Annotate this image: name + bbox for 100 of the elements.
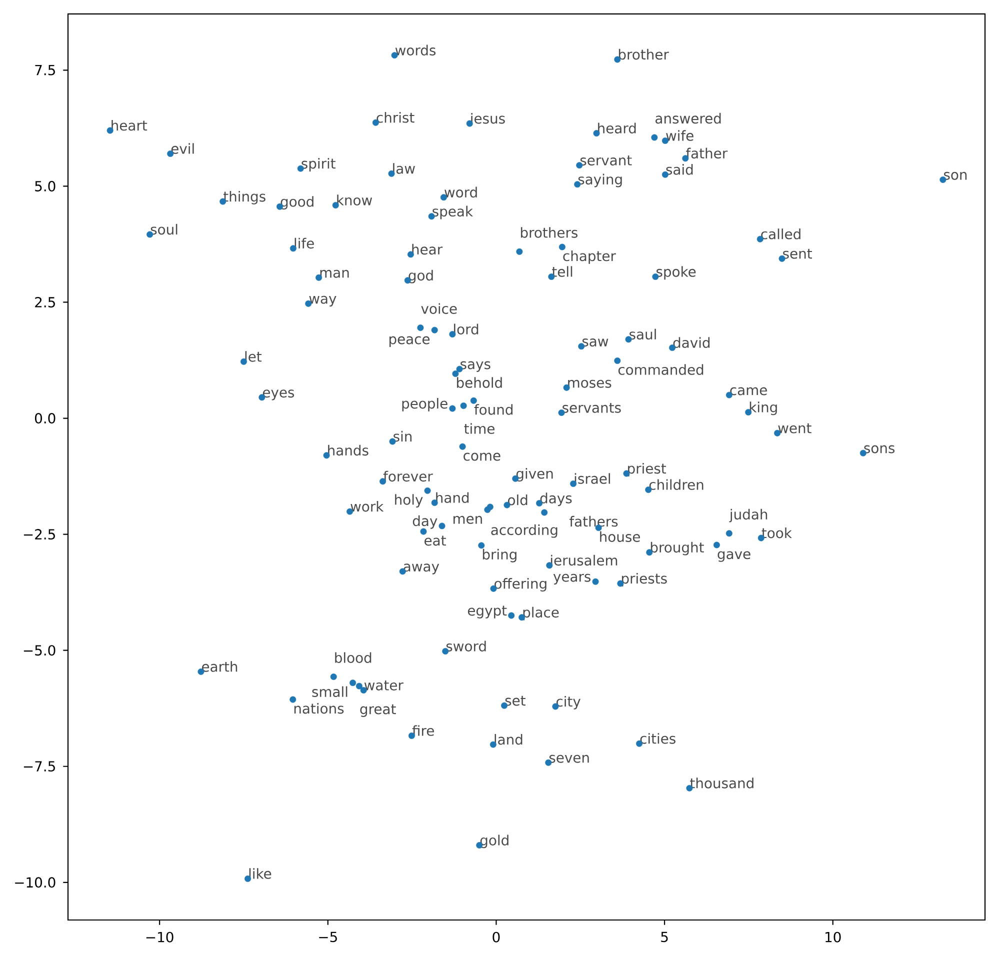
annotation: thousand [690,778,754,788]
annotation: man [320,270,349,278]
annotation: way [309,296,336,307]
annotation: words [395,44,436,56]
y-tick-label: 0.0 [34,413,56,424]
annotation: sin [394,430,412,442]
annotation: found [474,404,512,415]
annotation: said [666,164,693,175]
x-tick-label: −5 [319,932,337,942]
annotation: priest [628,462,666,476]
annotation: voice [421,303,457,314]
annotation: hands [328,444,368,456]
annotation: gave [718,551,750,562]
annotation: tell [552,266,572,277]
annotation: behold [457,377,502,388]
annotation: says [460,361,490,372]
annotation: israel [574,473,610,484]
annotation: christ [376,112,414,123]
annotation: come [464,452,500,461]
annotation: time [464,423,494,434]
annotation: egypt [468,606,507,618]
annotation: cities [640,733,676,744]
annotation: things [224,190,266,204]
x-tick-label: 5 [661,932,668,942]
annotation: lord [454,324,478,334]
annotation: land [494,734,522,745]
annotation: evil [171,143,194,154]
annotation: servants [562,402,621,413]
y-tick-label: 7.5 [35,64,55,76]
x-tick-label: −10 [146,932,174,942]
annotation: set [505,696,526,706]
annotation: men [454,516,482,524]
annotation: city [556,696,580,710]
annotation: children [649,479,704,490]
annotation: took [762,527,792,538]
annotation: saying [578,174,622,188]
annotation: gold [480,834,508,848]
annotation: nations [294,702,344,714]
annotation: people [402,398,448,412]
annotation: like [249,868,272,879]
annotation: spirit [302,158,336,172]
annotation: went [778,423,812,434]
annotation: answered [656,112,721,124]
annotation: saul [630,328,656,340]
annotation: chapter [563,250,616,264]
annotation: away [404,564,440,574]
annotation: saw [582,338,608,347]
annotation: blood [335,652,372,663]
annotation: brothers [520,227,578,238]
annotation: given [516,468,553,482]
annotation: king [750,402,777,416]
annotation: speak [432,206,473,220]
annotation: spoke [656,266,696,280]
annotation: god [408,270,433,284]
annotation: hand [436,492,469,503]
y-tick-label: −2.5 [24,529,55,540]
annotation: heard [598,122,636,134]
annotation: seven [549,754,589,763]
annotation: eyes [262,390,294,400]
annotation: father [686,148,728,159]
annotation: place [523,606,559,620]
annotation: law [393,163,415,174]
annotation: sent [783,248,812,259]
annotation: brother [618,48,669,60]
annotation: peace [389,336,430,347]
annotation: days [540,492,572,506]
annotation: fathers [570,516,618,527]
annotation: years [553,574,591,585]
annotation: sword [446,640,486,652]
annotation: commanded [618,364,704,375]
annotation: called [761,228,800,240]
annotation: forever [383,470,433,482]
annotation: life [294,238,314,249]
annotation: work [350,501,384,512]
annotation: water [364,680,404,690]
annotation: know [337,194,372,206]
annotation: moses [568,380,612,388]
annotation: offering [494,578,546,592]
annotation: priests [622,572,667,586]
annotation: son [944,172,967,180]
annotation: word [444,186,477,198]
y-tick-label: −10.0 [15,877,56,888]
y-tick-label: 5.0 [35,180,56,192]
annotation: bring [482,548,516,562]
annotation: jerusalem [549,554,618,568]
annotation: soul [150,224,178,235]
annotation: hear [412,244,443,255]
annotation: old [508,494,528,506]
annotation: small [312,686,348,698]
annotation: wife [666,130,694,141]
y-tick-label: −7.5 [24,761,55,772]
annotation: good [280,196,314,210]
annotation: servant [580,156,632,166]
annotation: earth [202,661,238,672]
annotation: sons [864,445,895,454]
x-tick-label: 10 [826,932,841,942]
annotation: fire [412,725,434,736]
annotation: came [730,387,767,396]
annotation: day [412,515,438,529]
x-tick-label: 0 [492,932,500,942]
